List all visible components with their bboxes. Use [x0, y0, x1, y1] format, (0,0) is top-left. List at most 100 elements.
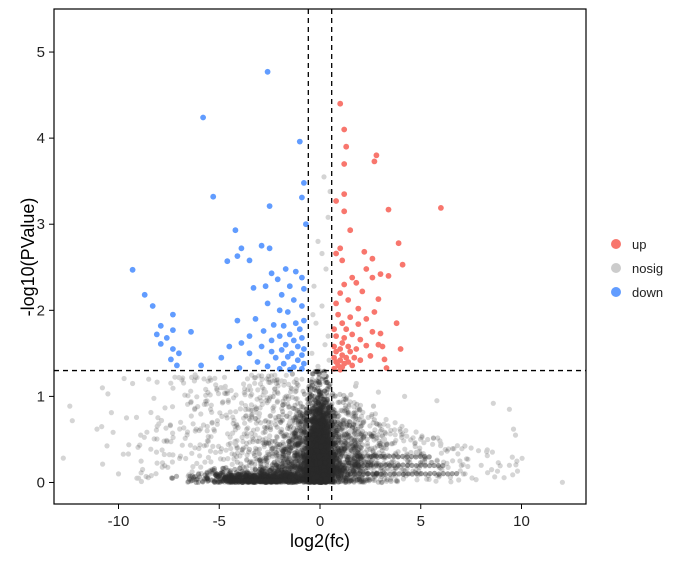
nosig-point	[323, 479, 329, 485]
nosig-point	[313, 419, 319, 425]
nosig-point	[312, 440, 318, 446]
nosig-point	[312, 416, 318, 422]
nosig-point	[321, 479, 327, 485]
nosig-point	[319, 412, 326, 418]
nosig-point	[239, 400, 245, 406]
nosig-point	[307, 464, 313, 470]
nosig-point	[317, 475, 323, 481]
nosig-point	[331, 451, 337, 457]
nosig-point	[301, 428, 307, 434]
nosig-point	[316, 453, 322, 459]
nosig-point	[312, 429, 318, 435]
nosig-point	[326, 423, 332, 429]
nosig-point	[317, 473, 323, 479]
nosig-point	[317, 418, 323, 424]
nosig-point	[315, 476, 321, 482]
nosig-point	[321, 418, 327, 425]
nosig-point	[320, 464, 326, 470]
nosig-point	[313, 454, 319, 460]
nosig-point	[315, 422, 321, 428]
nosig-point	[314, 455, 320, 461]
nosig-point	[317, 421, 324, 427]
nosig-point	[324, 464, 331, 470]
nosig-point	[313, 445, 319, 452]
nosig-point	[314, 448, 320, 455]
nosig-point	[313, 418, 319, 424]
nosig-point	[331, 414, 337, 420]
nosig-point	[208, 434, 214, 440]
nosig-point	[321, 449, 327, 455]
nosig-point	[299, 429, 305, 435]
nosig-point	[322, 445, 328, 451]
nosig-point	[153, 449, 160, 455]
nosig-point	[323, 478, 329, 484]
nosig-point	[311, 460, 318, 466]
nosig-point	[301, 478, 307, 484]
nosig-point	[324, 411, 330, 417]
nosig-point	[323, 419, 329, 425]
nosig-point	[308, 453, 314, 459]
nosig-point	[308, 408, 314, 415]
nosig-point	[263, 417, 269, 424]
nosig-point	[315, 443, 321, 449]
nosig-point	[309, 467, 315, 473]
nosig-point	[312, 435, 318, 441]
nosig-point	[326, 427, 332, 433]
nosig-point	[329, 472, 335, 478]
nosig-point	[247, 471, 253, 477]
nosig-point	[321, 430, 327, 437]
nosig-point	[434, 458, 440, 464]
nosig-point	[322, 473, 328, 479]
nosig-point	[412, 443, 418, 450]
nosig-point	[316, 466, 322, 472]
nosig-point	[326, 462, 332, 468]
nosig-point	[318, 435, 324, 442]
nosig-point	[317, 452, 323, 458]
nosig-point	[320, 424, 326, 430]
nosig-point	[314, 461, 320, 467]
nosig-point	[313, 447, 319, 453]
nosig-point	[316, 462, 322, 468]
nosig-point	[316, 379, 322, 386]
nosig-point	[320, 423, 326, 429]
nosig-point	[316, 469, 322, 475]
nosig-point	[318, 442, 324, 448]
nosig-point	[67, 403, 73, 409]
nosig-point	[307, 479, 314, 485]
nosig-point	[313, 450, 319, 456]
nosig-point	[311, 463, 317, 469]
nosig-point	[314, 455, 320, 461]
nosig-point	[320, 441, 326, 447]
nosig-point	[331, 472, 337, 478]
nosig-point	[318, 474, 324, 480]
nosig-point	[310, 454, 316, 460]
nosig-point	[318, 407, 324, 413]
nosig-point	[324, 447, 330, 453]
nosig-point	[177, 453, 184, 459]
nosig-point	[325, 446, 332, 452]
nosig-point	[319, 450, 325, 456]
nosig-point	[307, 463, 313, 469]
nosig-point	[309, 418, 315, 424]
nosig-point	[323, 475, 329, 481]
nosig-point	[320, 442, 327, 448]
nosig-point	[272, 445, 278, 452]
nosig-point	[317, 452, 323, 459]
nosig-point	[312, 452, 319, 458]
nosig-point	[148, 446, 154, 452]
nosig-point	[313, 461, 319, 467]
nosig-point	[332, 459, 338, 465]
nosig-point	[301, 475, 307, 481]
nosig-point	[317, 427, 323, 433]
nosig-point	[326, 466, 332, 472]
nosig-point	[326, 439, 332, 445]
nosig-point	[319, 447, 325, 453]
nosig-point	[323, 457, 329, 463]
nosig-point	[309, 429, 315, 435]
nosig-point	[323, 474, 329, 480]
nosig-point	[311, 417, 318, 423]
nosig-point	[315, 467, 321, 473]
nosig-point	[326, 460, 332, 466]
nosig-point	[307, 473, 313, 480]
nosig-point	[317, 440, 323, 446]
